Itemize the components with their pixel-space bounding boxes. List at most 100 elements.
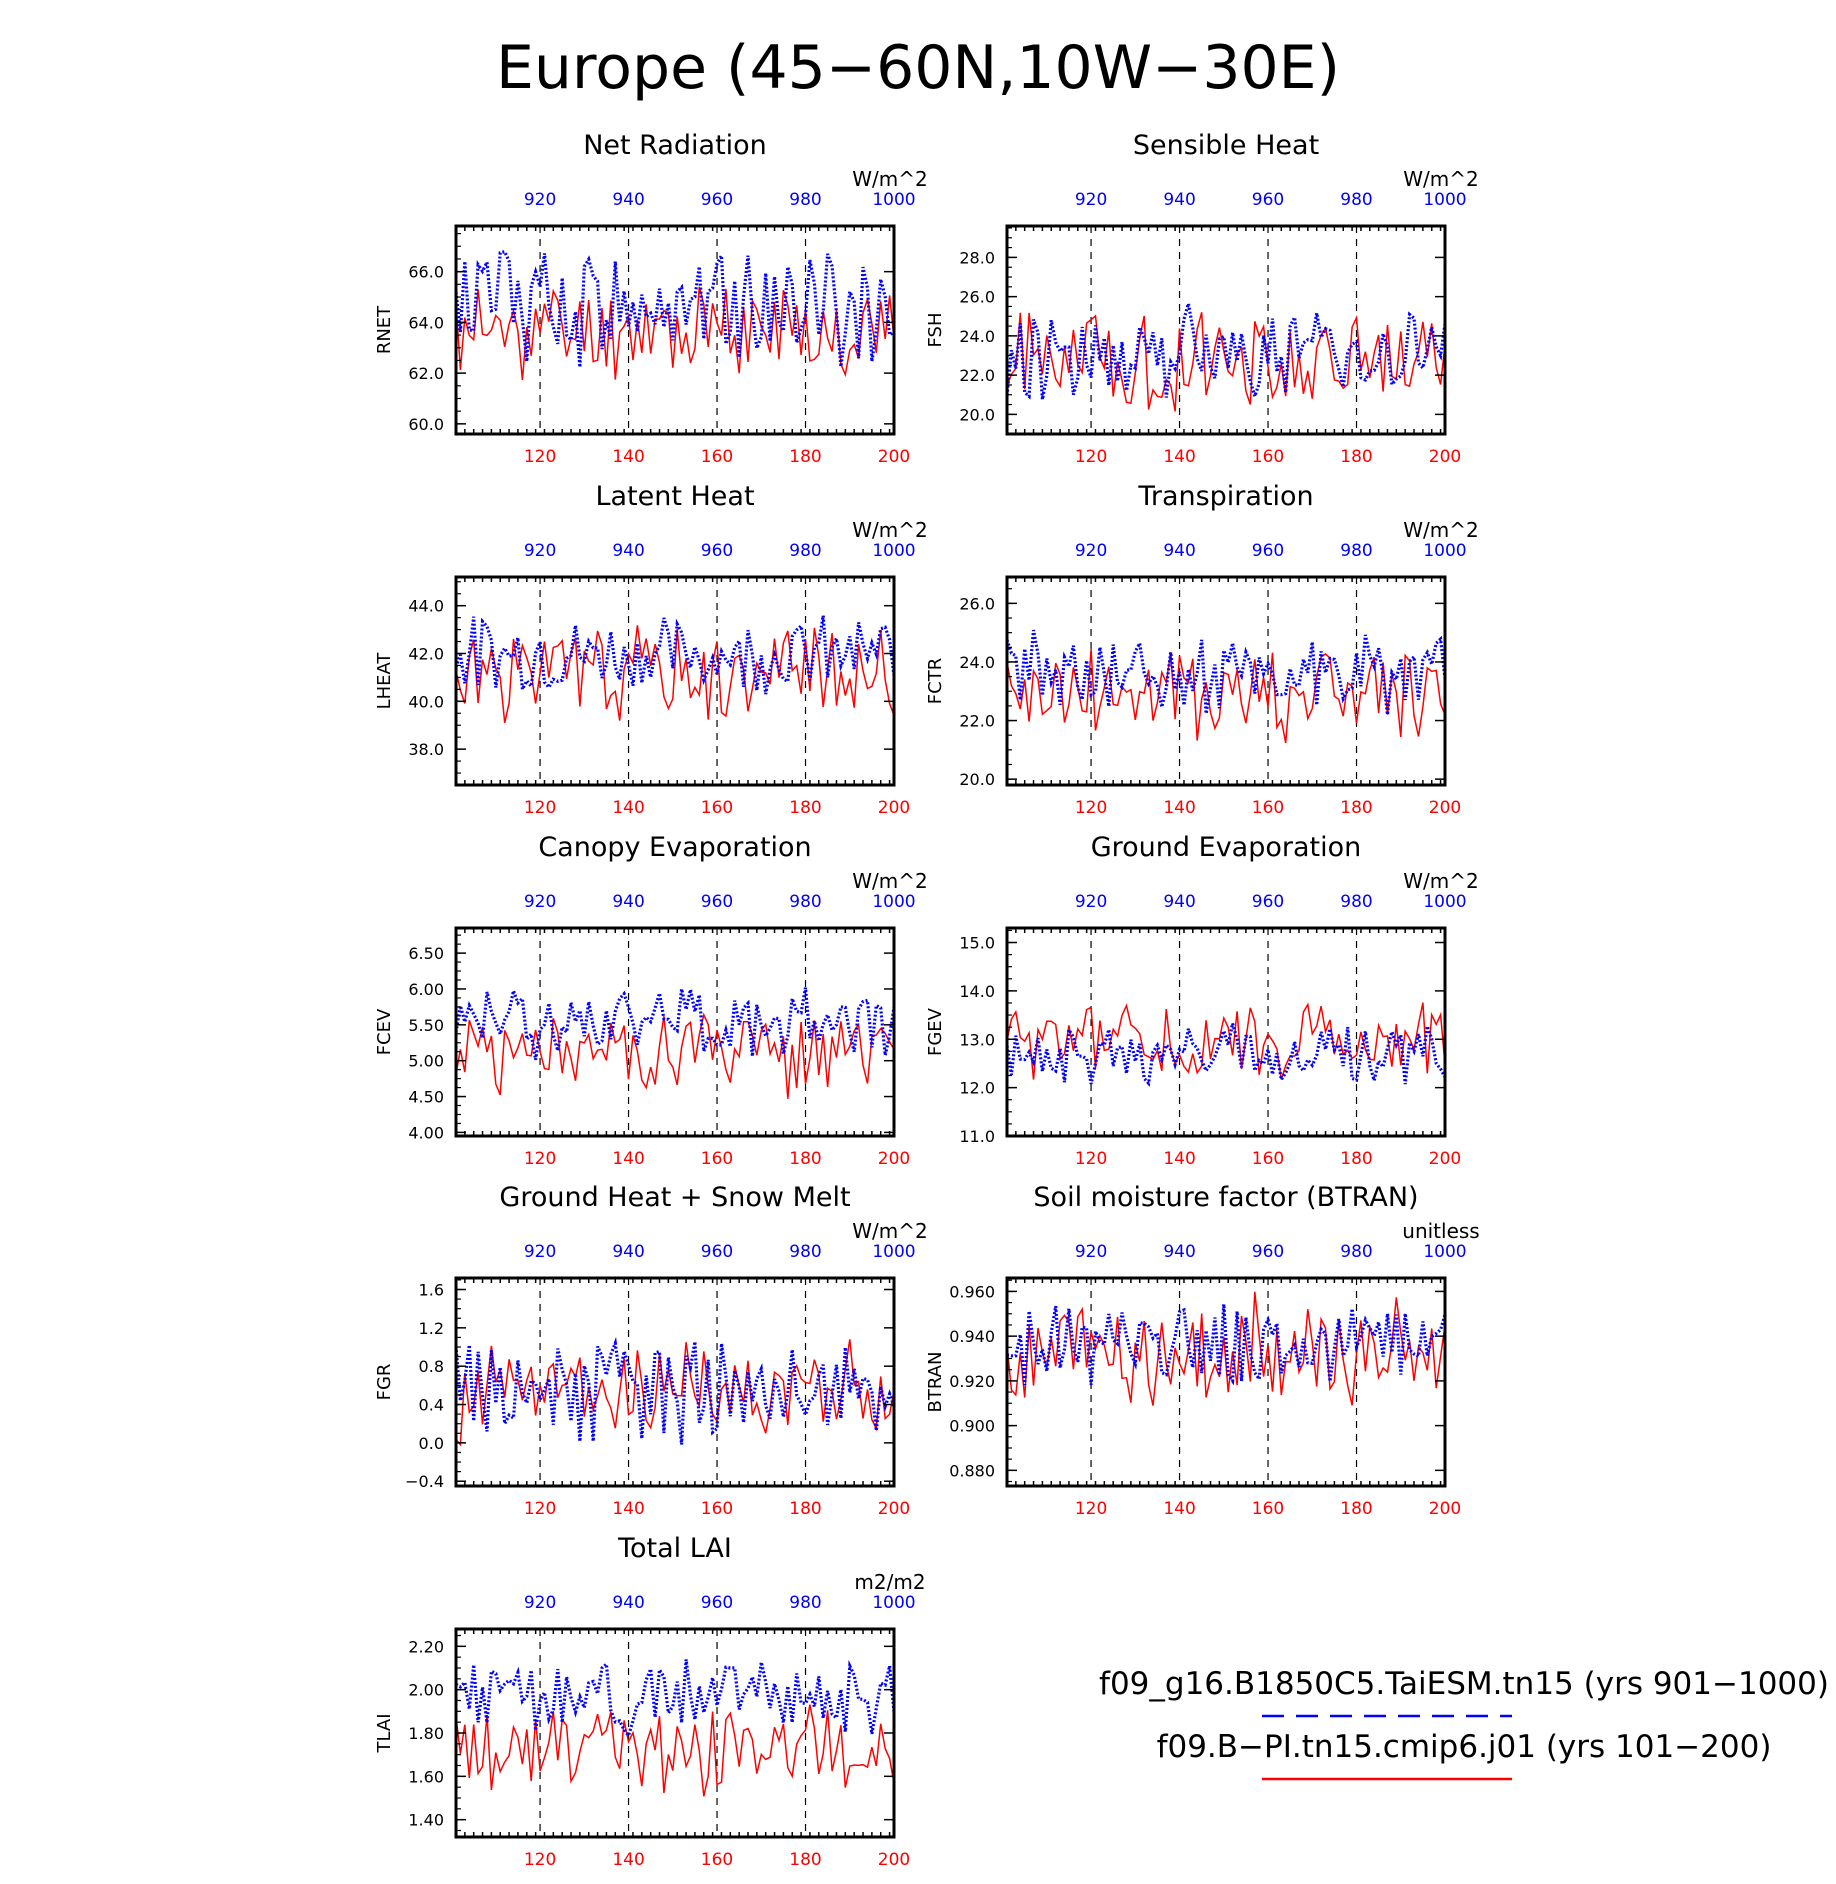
x-tick-label: 200 bbox=[1429, 1149, 1461, 1169]
chart-panel-fctr: Transpiration W/m^2 120 140 160 180 200 920 940 9… bbox=[925, 481, 1479, 818]
legend-entry-red-label: f09.B−PI.tn15.cmip6.j01 (yrs 101−200) bbox=[1157, 1729, 1772, 1765]
panel-units: W/m^2 bbox=[852, 518, 927, 542]
x-tick-label: 140 bbox=[1163, 1149, 1195, 1169]
y-tick-label: 6.00 bbox=[408, 980, 444, 999]
series-line-blue bbox=[1005, 629, 1447, 715]
series-line-blue bbox=[454, 615, 896, 695]
x-tick-label: 200 bbox=[878, 798, 910, 818]
x-top-tick-label: 1000 bbox=[1423, 1242, 1466, 1262]
x-tick-label: 200 bbox=[878, 447, 910, 467]
x-top-tick-label: 1000 bbox=[1423, 541, 1466, 561]
series-line-blue bbox=[454, 984, 896, 1061]
chart-panels: Net Radiation W/m^2 120 140 160 180 200 920 940 9… bbox=[374, 130, 1480, 1870]
y-tick-label: 1.6 bbox=[419, 1281, 444, 1300]
x-tick-label: 140 bbox=[1163, 798, 1195, 818]
y-axis-label: RNET bbox=[374, 305, 395, 354]
y-tick-label: 5.00 bbox=[408, 1052, 444, 1071]
y-axis-label: FCEV bbox=[374, 1008, 395, 1055]
x-tick-label: 140 bbox=[1163, 1499, 1195, 1519]
panel-title: Canopy Evaporation bbox=[538, 832, 811, 863]
plot-frame bbox=[454, 224, 896, 436]
x-top-tick-label: 960 bbox=[1252, 541, 1284, 561]
x-top-tick-label: 1000 bbox=[872, 541, 915, 561]
y-axis-label: FSH bbox=[925, 313, 946, 348]
x-top-tick-label: 1000 bbox=[872, 1593, 915, 1613]
y-tick-label: 66.0 bbox=[408, 263, 444, 282]
y-tick-label: 0.900 bbox=[949, 1417, 995, 1436]
series-line-red bbox=[455, 1012, 895, 1099]
panel-title: Sensible Heat bbox=[1133, 130, 1319, 161]
x-top-tick-label: 920 bbox=[1075, 190, 1107, 210]
panel-title: Transpiration bbox=[1137, 481, 1313, 512]
plot-frame bbox=[454, 1276, 896, 1488]
x-tick-label: 120 bbox=[1075, 1149, 1107, 1169]
y-tick-label: 0.940 bbox=[949, 1327, 995, 1346]
series-line-blue bbox=[454, 249, 895, 368]
y-tick-label: 14.0 bbox=[959, 982, 995, 1001]
x-top-tick-label: 940 bbox=[612, 892, 644, 912]
figure-title: Europe (45−60N,10W−30E) bbox=[496, 33, 1340, 103]
x-top-tick-label: 940 bbox=[1163, 892, 1195, 912]
chart-panel-rnet: Net Radiation W/m^2 120 140 160 180 200 920 940 9… bbox=[374, 130, 928, 467]
chart-panel-fgev: Ground Evaporation W/m^2 120 140 160 180 200 92… bbox=[925, 832, 1479, 1169]
y-tick-label: 1.40 bbox=[408, 1811, 444, 1830]
x-top-tick-label: 920 bbox=[524, 1593, 556, 1613]
x-top-tick-label: 960 bbox=[701, 1242, 733, 1262]
panel-title: Latent Heat bbox=[595, 481, 754, 512]
x-tick-label: 160 bbox=[701, 1499, 733, 1519]
x-top-tick-label: 980 bbox=[1340, 892, 1372, 912]
x-top-tick-label: 980 bbox=[789, 1242, 821, 1262]
y-tick-label: 24.0 bbox=[959, 327, 995, 346]
y-tick-label: 42.0 bbox=[408, 645, 444, 664]
x-tick-label: 180 bbox=[789, 1499, 821, 1519]
x-tick-label: 140 bbox=[1163, 447, 1195, 467]
plot-frame bbox=[1005, 575, 1447, 787]
x-tick-label: 200 bbox=[878, 1499, 910, 1519]
legend-entry-blue-label: f09_g16.B1850C5.TaiESM.tn15 (yrs 901−100… bbox=[1099, 1666, 1829, 1702]
series-line-red bbox=[455, 286, 895, 380]
x-tick-label: 160 bbox=[1252, 798, 1284, 818]
chart-panel-fcev: Canopy Evaporation W/m^2 120 140 160 180 200 92… bbox=[374, 832, 928, 1169]
y-tick-label: 4.00 bbox=[408, 1123, 444, 1142]
panel-title: Ground Heat + Snow Melt bbox=[499, 1182, 850, 1213]
y-axis-label: TLAI bbox=[374, 1713, 395, 1753]
y-tick-label: −0.4 bbox=[405, 1472, 444, 1491]
x-tick-label: 140 bbox=[612, 1850, 644, 1870]
panel-units: m2/m2 bbox=[854, 1570, 925, 1594]
x-top-tick-label: 1000 bbox=[1423, 892, 1466, 912]
x-tick-label: 160 bbox=[701, 447, 733, 467]
x-top-tick-label: 980 bbox=[789, 541, 821, 561]
x-top-tick-label: 960 bbox=[701, 892, 733, 912]
x-top-tick-label: 960 bbox=[701, 190, 733, 210]
series-line-red bbox=[1006, 1291, 1446, 1406]
x-top-tick-label: 920 bbox=[1075, 1242, 1107, 1262]
x-top-tick-label: 940 bbox=[1163, 190, 1195, 210]
y-tick-label: 40.0 bbox=[408, 692, 444, 711]
x-tick-label: 120 bbox=[1075, 798, 1107, 818]
y-axis-label: FGEV bbox=[925, 1007, 946, 1056]
plot-frame bbox=[454, 926, 896, 1138]
y-tick-label: 22.0 bbox=[959, 712, 995, 731]
x-tick-label: 180 bbox=[1340, 1499, 1372, 1519]
x-top-tick-label: 1000 bbox=[1423, 190, 1466, 210]
plot-frame bbox=[454, 575, 896, 787]
panel-title: Net Radiation bbox=[583, 130, 767, 161]
series-line-red bbox=[455, 1339, 895, 1447]
x-tick-label: 140 bbox=[612, 1499, 644, 1519]
series-line-red bbox=[1006, 649, 1446, 744]
x-tick-label: 160 bbox=[701, 798, 733, 818]
y-tick-label: 4.50 bbox=[408, 1088, 444, 1107]
y-tick-label: 20.0 bbox=[959, 405, 995, 424]
x-tick-label: 160 bbox=[1252, 1499, 1284, 1519]
x-top-tick-label: 940 bbox=[612, 1242, 644, 1262]
panel-units: W/m^2 bbox=[1403, 167, 1478, 191]
plot-frame bbox=[1005, 1276, 1447, 1488]
x-tick-label: 160 bbox=[1252, 447, 1284, 467]
y-tick-label: 0.8 bbox=[419, 1357, 444, 1376]
x-tick-label: 140 bbox=[612, 1149, 644, 1169]
x-tick-label: 120 bbox=[1075, 447, 1107, 467]
x-top-tick-label: 940 bbox=[1163, 541, 1195, 561]
series-line-red bbox=[455, 1704, 895, 1797]
x-top-tick-label: 980 bbox=[1340, 190, 1372, 210]
